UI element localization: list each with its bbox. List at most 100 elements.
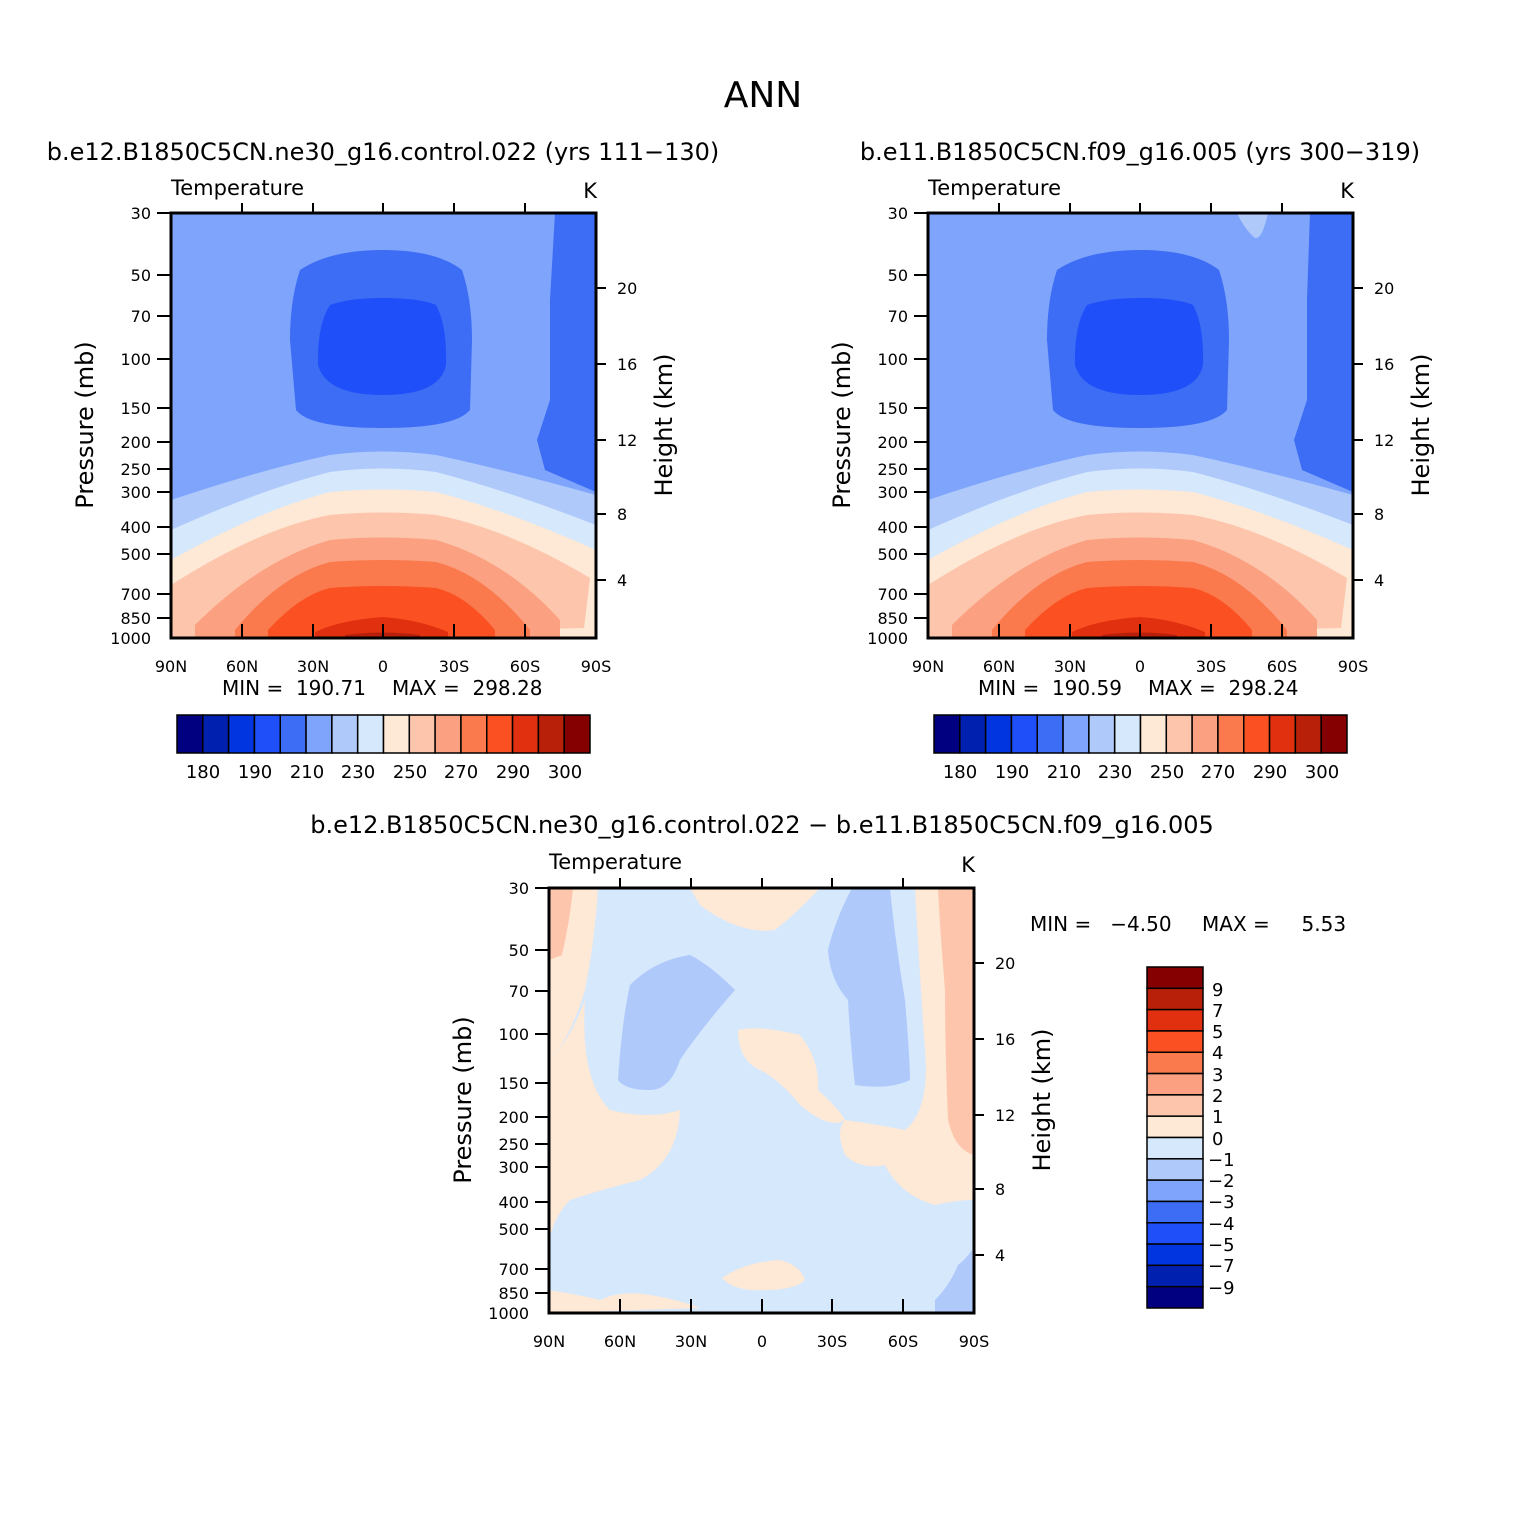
colorbar-swatch — [1320, 714, 1348, 754]
y-tick-label: 700 — [877, 585, 908, 604]
y-tick-label: 100 — [877, 350, 908, 369]
panel-b-y-ticks: 30 50 70 100 150 200 250 300 400 500 700… — [867, 204, 908, 648]
colorbar-label: 270 — [444, 762, 478, 783]
colorbar-swatch — [1146, 987, 1204, 1011]
colorbar-swatch — [984, 714, 1013, 754]
height-tick-label: 16 — [617, 355, 637, 374]
colorbar-swatch — [1010, 714, 1038, 754]
y-tick-label: 70 — [888, 307, 908, 326]
y-tick-label: 300 — [498, 1158, 529, 1177]
colorbar-label: −9 — [1208, 1278, 1235, 1299]
colorbar-swatch — [382, 714, 411, 754]
panel-diff-min-label: MIN = −4.50 — [1030, 912, 1172, 936]
panel-a-right-ticks: 20 16 12 8 4 — [617, 279, 637, 590]
colorbar-swatch — [1146, 1094, 1204, 1117]
colorbar-swatch — [279, 714, 307, 754]
panel-a-max-label: MAX = 298.28 — [392, 676, 542, 700]
colorbar-swatch — [486, 714, 514, 754]
y-tick-label: 200 — [877, 433, 908, 452]
colorbar-swatch — [1146, 1030, 1204, 1053]
y-tick-label: 300 — [120, 483, 151, 502]
colorbar-swatch — [1139, 714, 1168, 754]
colorbar-swatch — [408, 714, 436, 754]
height-tick-label: 4 — [617, 571, 627, 590]
height-tick-label: 12 — [995, 1106, 1015, 1125]
x-tick-label: 90N — [912, 657, 944, 676]
panel-diff-y-ticks: 30 50 70 100 150 200 250 300 400 500 700… — [488, 879, 529, 1323]
colorbar-label: 190 — [995, 762, 1029, 783]
colorbar-label: 210 — [290, 762, 324, 783]
panel-a-colorbar — [176, 714, 591, 754]
y-tick-label: 850 — [120, 609, 151, 628]
panel-diff-right-ticks: 20 16 12 8 4 — [995, 954, 1015, 1265]
colorbar-swatch — [1036, 714, 1064, 754]
y-tick-label: 400 — [120, 518, 151, 537]
panel-diff-colorbar-labels: 9 7 5 4 3 2 1 0 −1 −2 −3 −4 −5 −7 −9 — [1208, 980, 1235, 1299]
panel-diff-y-axis-label: Pressure (mb) — [449, 1016, 477, 1183]
x-tick-label: 60S — [1267, 657, 1298, 676]
x-tick-label: 60N — [604, 1332, 636, 1351]
colorbar-label: −7 — [1208, 1256, 1235, 1277]
colorbar-swatch — [202, 714, 230, 754]
colorbar-swatch — [1146, 1179, 1204, 1203]
panel-diff-variable-label: Temperature — [548, 850, 682, 874]
y-tick-label: 50 — [888, 266, 908, 285]
colorbar-swatch — [356, 714, 385, 754]
colorbar-swatch — [1217, 714, 1245, 754]
panel-a-y-ticks: 30 50 70 100 150 200 250 300 400 500 700… — [110, 204, 151, 648]
y-tick-label: 30 — [888, 204, 908, 223]
panel-a-title: b.e12.B1850C5CN.ne30_g16.control.022 (yr… — [47, 138, 720, 166]
panel-diff-y-tick-marks — [535, 887, 984, 1294]
y-tick-label: 1000 — [110, 629, 151, 648]
y-tick-label: 150 — [498, 1074, 529, 1093]
colorbar-swatch — [1165, 714, 1193, 754]
x-tick-label: 90N — [155, 657, 187, 676]
colorbar-swatch — [1294, 714, 1322, 754]
colorbar-label: −4 — [1208, 1214, 1235, 1235]
panel-b-max-label: MAX = 298.24 — [1148, 676, 1298, 700]
height-tick-label: 8 — [617, 505, 627, 524]
y-tick-label: 150 — [877, 399, 908, 418]
x-tick-label: 30S — [1196, 657, 1227, 676]
height-tick-label: 12 — [1374, 431, 1394, 450]
x-tick-label: 0 — [378, 657, 388, 676]
height-tick-label: 16 — [995, 1030, 1015, 1049]
y-tick-label: 70 — [509, 982, 529, 1001]
panel-b-y-axis-right-label: Height (km) — [1407, 354, 1435, 497]
panel-b-min-label: MIN = 190.59 — [978, 676, 1122, 700]
y-tick-label: 100 — [498, 1025, 529, 1044]
panel-b-colorbar-labels: 180 190 210 230 250 270 290 300 — [943, 762, 1339, 783]
y-tick-label: 500 — [877, 545, 908, 564]
colorbar-swatch — [331, 714, 359, 754]
colorbar-label: 7 — [1212, 1001, 1223, 1022]
y-tick-label: 200 — [498, 1108, 529, 1127]
colorbar-label: 290 — [496, 762, 530, 783]
colorbar-label: 250 — [393, 762, 427, 783]
panel-diff-contour-field — [549, 888, 974, 1313]
x-tick-label: 60S — [510, 657, 541, 676]
y-tick-label: 1000 — [867, 629, 908, 648]
colorbar-swatch — [253, 714, 281, 754]
colorbar-label: 5 — [1212, 1022, 1223, 1043]
y-tick-label: 400 — [877, 518, 908, 537]
height-tick-label: 20 — [617, 279, 637, 298]
colorbar-swatch — [1113, 714, 1142, 754]
colorbar-swatch — [176, 714, 204, 754]
colorbar-swatch — [1088, 714, 1116, 754]
height-tick-label: 8 — [1374, 505, 1384, 524]
colorbar-swatch — [1146, 1136, 1204, 1160]
height-tick-label: 16 — [1374, 355, 1394, 374]
y-tick-label: 50 — [509, 941, 529, 960]
y-tick-label: 850 — [877, 609, 908, 628]
x-tick-label: 0 — [757, 1332, 767, 1351]
colorbar-label: 270 — [1201, 762, 1235, 783]
x-tick-label: 90S — [1338, 657, 1369, 676]
panel-b-y-tick-marks — [914, 212, 1363, 619]
y-tick-label: 1000 — [488, 1304, 529, 1323]
colorbar-label: 2 — [1212, 1086, 1223, 1107]
y-tick-label: 300 — [877, 483, 908, 502]
x-tick-label: 30S — [439, 657, 470, 676]
x-tick-label: 30S — [817, 1332, 848, 1351]
panel-a-y-axis-label: Pressure (mb) — [71, 341, 99, 508]
colorbar-swatch — [460, 714, 488, 754]
